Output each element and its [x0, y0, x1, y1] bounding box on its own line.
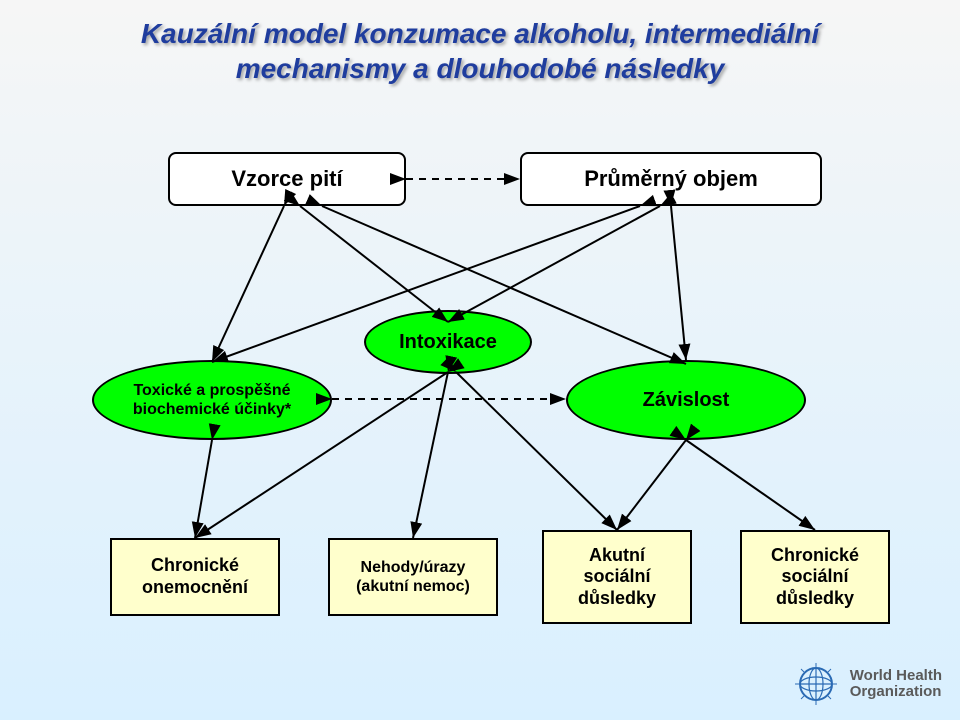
- node-toxicke-ucinky-label: Toxické a prospěšné biochemické účinky*: [133, 381, 291, 419]
- node-zavislost: Závislost: [566, 360, 806, 440]
- title-line-2: mechanismy a dlouhodobé následky: [0, 51, 960, 86]
- node-intoxikace: Intoxikace: [364, 310, 532, 374]
- node-zavislost-label: Závislost: [643, 388, 730, 412]
- who-logo-text: World Health Organization: [850, 668, 942, 700]
- slide-title: Kauzální model konzumace alkoholu, inter…: [0, 16, 960, 86]
- slide: Kauzální model konzumace alkoholu, inter…: [0, 0, 960, 720]
- node-toxicke-ucinky: Toxické a prospěšné biochemické účinky*: [92, 360, 332, 440]
- node-nehody-urazy-label: Nehody/úrazy (akutní nemoc): [356, 558, 470, 596]
- node-chronicke-onemocneni: Chronické onemocnění: [110, 538, 280, 616]
- node-vzorce-piti-label: Vzorce pití: [231, 166, 342, 192]
- node-prumerny-objem-label: Průměrný objem: [584, 166, 758, 192]
- node-prumerny-objem: Průměrný objem: [520, 152, 822, 206]
- node-akutni-socialni: Akutní sociální důsledky: [542, 530, 692, 624]
- node-vzorce-piti: Vzorce pití: [168, 152, 406, 206]
- node-intoxikace-label: Intoxikace: [399, 330, 497, 354]
- node-chronicke-onemocneni-label: Chronické onemocnění: [142, 555, 248, 598]
- who-logo-icon: [792, 660, 840, 708]
- node-akutni-socialni-label: Akutní sociální důsledky: [578, 545, 656, 610]
- title-line-1: Kauzální model konzumace alkoholu, inter…: [0, 16, 960, 51]
- node-chronicke-socialni: Chronické sociální důsledky: [740, 530, 890, 624]
- who-logo: World Health Organization: [792, 660, 942, 708]
- node-nehody-urazy: Nehody/úrazy (akutní nemoc): [328, 538, 498, 616]
- node-chronicke-socialni-label: Chronické sociální důsledky: [771, 545, 859, 610]
